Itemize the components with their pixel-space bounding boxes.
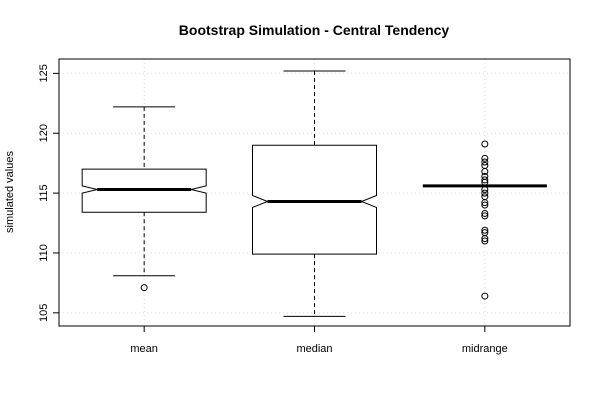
- outlier-point: [481, 158, 489, 166]
- outlier-point: [140, 284, 148, 292]
- x-axis: mean median midrange: [130, 326, 508, 355]
- box-mean: [81, 106, 207, 292]
- box-midrange: [422, 140, 547, 300]
- y-axis-label: simulated values: [4, 151, 16, 233]
- outlier-point: [481, 154, 489, 162]
- outlier-point: [481, 201, 489, 209]
- notched-box: [252, 144, 377, 255]
- boxplot-series: [81, 70, 547, 317]
- outlier-point: [481, 237, 489, 245]
- outlier-point: [481, 140, 489, 148]
- outlier-point: [481, 193, 489, 201]
- outlier-point: [481, 162, 489, 170]
- grid-lines: [59, 59, 570, 326]
- x-tick-label-midrange: midrange: [462, 343, 508, 355]
- chart-title: Bootstrap Simulation - Central Tendency: [179, 22, 450, 38]
- outlier-point: [481, 176, 489, 184]
- box-median: [252, 70, 377, 317]
- y-tick-label: 125: [38, 64, 50, 82]
- y-tick-label: 105: [38, 304, 50, 322]
- outlier-point: [481, 186, 489, 194]
- x-tick-label-median: median: [296, 343, 332, 355]
- y-tick-label: 120: [38, 124, 50, 142]
- outlier-point: [481, 212, 489, 220]
- y-tick-label: 115: [38, 184, 50, 202]
- outlier-point: [481, 172, 489, 180]
- outlier-point: [481, 226, 489, 234]
- outlier-point: [481, 209, 489, 217]
- plot-frame: [58, 58, 571, 327]
- y-tick-label: 110: [38, 244, 50, 262]
- y-axis: 105 110 115 120 125: [38, 64, 60, 322]
- outlier-point: [481, 292, 489, 300]
- outlier-point: [481, 229, 489, 237]
- outlier-point: [481, 189, 489, 197]
- x-tick-label-mean: mean: [130, 343, 158, 355]
